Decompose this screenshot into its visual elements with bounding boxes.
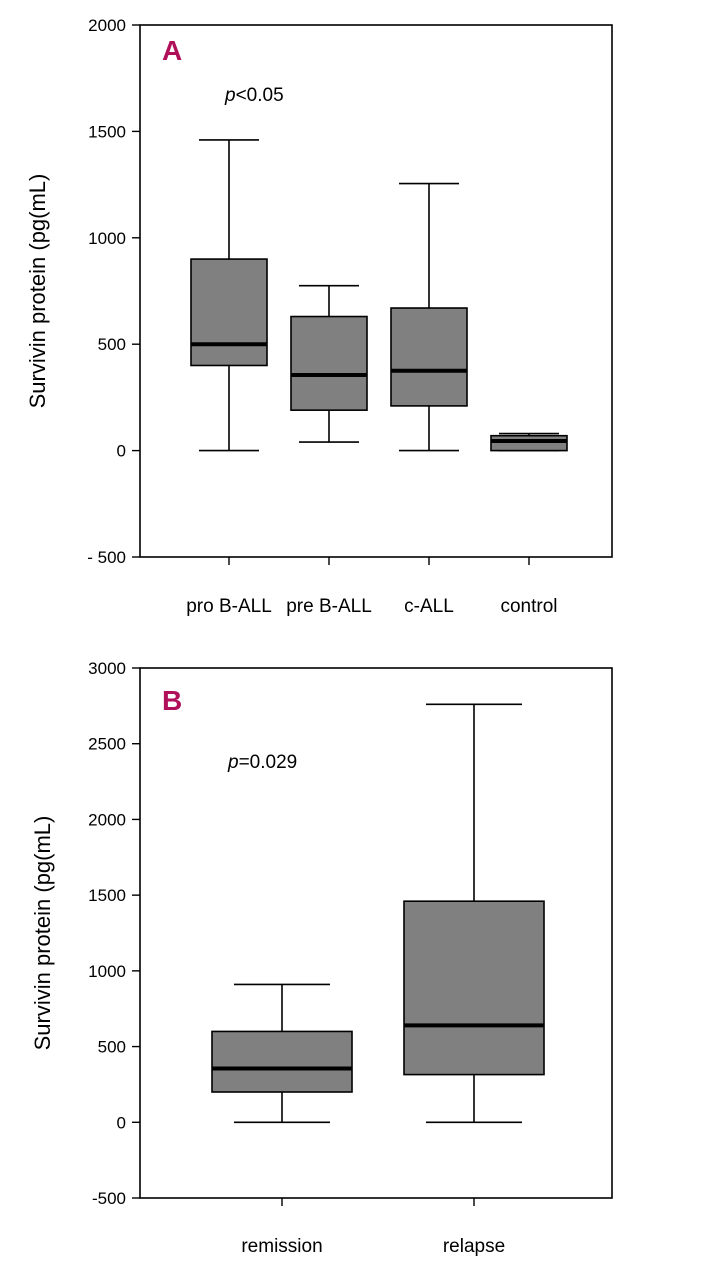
- y-tick-label-a: - 500: [87, 548, 126, 567]
- p-value: <0.05: [236, 85, 284, 106]
- box-b-2: [403, 703, 545, 1124]
- y-tick-label-a: 0: [117, 442, 126, 461]
- box-a-2: [290, 284, 368, 443]
- box-a-3: [390, 182, 468, 452]
- y-tick-label-b: 1000: [88, 962, 126, 981]
- panel-letter-a: A: [162, 35, 182, 66]
- iqr-box: [390, 307, 468, 407]
- y-tick-label-b: 2500: [88, 735, 126, 754]
- p-symbol: p: [227, 752, 239, 773]
- p-value: =0.029: [239, 752, 298, 773]
- iqr-box: [490, 434, 568, 452]
- iqr-box: [403, 900, 545, 1076]
- panel-b-chart: 3000 2500 2000 1500 1000 500 0 -500 Survivin pro…: [30, 659, 613, 1257]
- y-tick-label-b: -500: [92, 1189, 126, 1208]
- box-b-1: [211, 983, 353, 1124]
- y-tick-label-b: 3000: [88, 659, 126, 678]
- y-axis-label-b: Survivin protein (pg(mL): [30, 816, 55, 1051]
- panel-a-chart: 2000 1500 1000 500 0 - 500 Survivin protein (p…: [25, 16, 613, 617]
- iqr-box: [211, 1030, 353, 1093]
- x-category-label-a: pre B-ALL: [286, 596, 372, 617]
- y-tick-label-a: 2000: [88, 16, 126, 35]
- y-tick-label-a: 1500: [88, 122, 126, 141]
- y-axis-label-a: Survivin protein (pg(mL): [25, 174, 50, 409]
- x-category-label-b: relapse: [443, 1236, 505, 1257]
- x-category-label-a: pro B-ALL: [186, 596, 272, 617]
- p-value-annotation-b: p=0.029: [227, 752, 297, 773]
- y-tick-label-b: 2000: [88, 810, 126, 829]
- box-a-1: [190, 139, 268, 452]
- y-tick-label-b: 0: [117, 1113, 126, 1132]
- x-category-label-a: control: [500, 596, 557, 617]
- iqr-box: [190, 258, 268, 367]
- box-a-4: [490, 432, 568, 452]
- panel-letter-b: B: [162, 685, 182, 716]
- y-tick-label-a: 500: [98, 335, 126, 354]
- p-value-annotation-a: p<0.05: [224, 85, 284, 106]
- x-category-label-a: c-ALL: [404, 596, 454, 617]
- iqr-box: [290, 315, 368, 411]
- plot-frame-a: [139, 24, 613, 558]
- y-tick-label-a: 1000: [88, 229, 126, 248]
- p-symbol: p: [224, 85, 236, 106]
- y-tick-label-b: 500: [98, 1038, 126, 1057]
- plot-frame-b: [139, 667, 613, 1199]
- y-tick-label-b: 1500: [88, 886, 126, 905]
- x-category-label-b: remission: [241, 1236, 322, 1257]
